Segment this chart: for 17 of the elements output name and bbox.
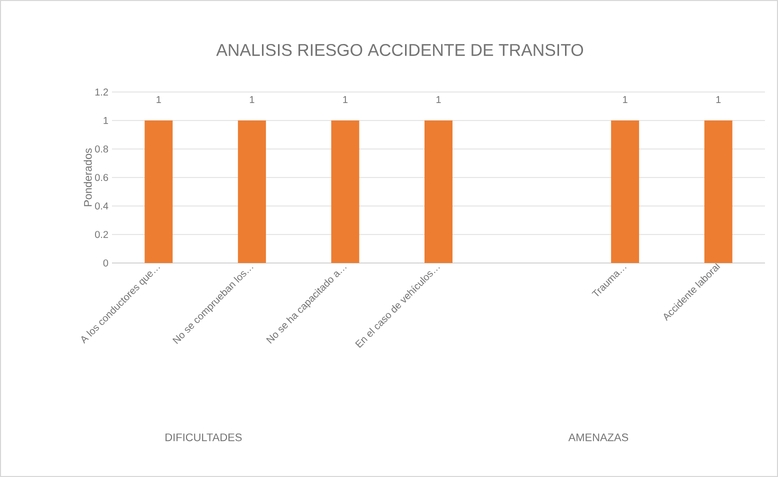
- data-label: 1: [250, 96, 254, 104]
- y-tick-label: 0.6: [95, 174, 108, 182]
- data-label: 1: [156, 96, 161, 104]
- text: AMENAZAS: [568, 433, 628, 442]
- data-label: 1: [623, 96, 628, 104]
- text: DIFICULTADES: [166, 433, 242, 442]
- y-tick-label: 1: [104, 117, 108, 124]
- data-label: 1: [716, 96, 721, 104]
- y-tick-label: 1.2: [95, 88, 108, 96]
- y-axis-title: Ponderados: [84, 148, 92, 206]
- chart-title: ANALISIS RIESGO ACCIDENTE DE TRANSITO: [216, 44, 584, 56]
- y-tick-label: 0.2: [95, 230, 108, 238]
- y-tick-label: 0.4: [95, 202, 108, 210]
- y-tick-label: 0.8: [95, 145, 108, 153]
- y-tick-label: 0: [103, 259, 108, 267]
- data-label: 1: [343, 96, 348, 104]
- data-label: 1: [436, 96, 441, 104]
